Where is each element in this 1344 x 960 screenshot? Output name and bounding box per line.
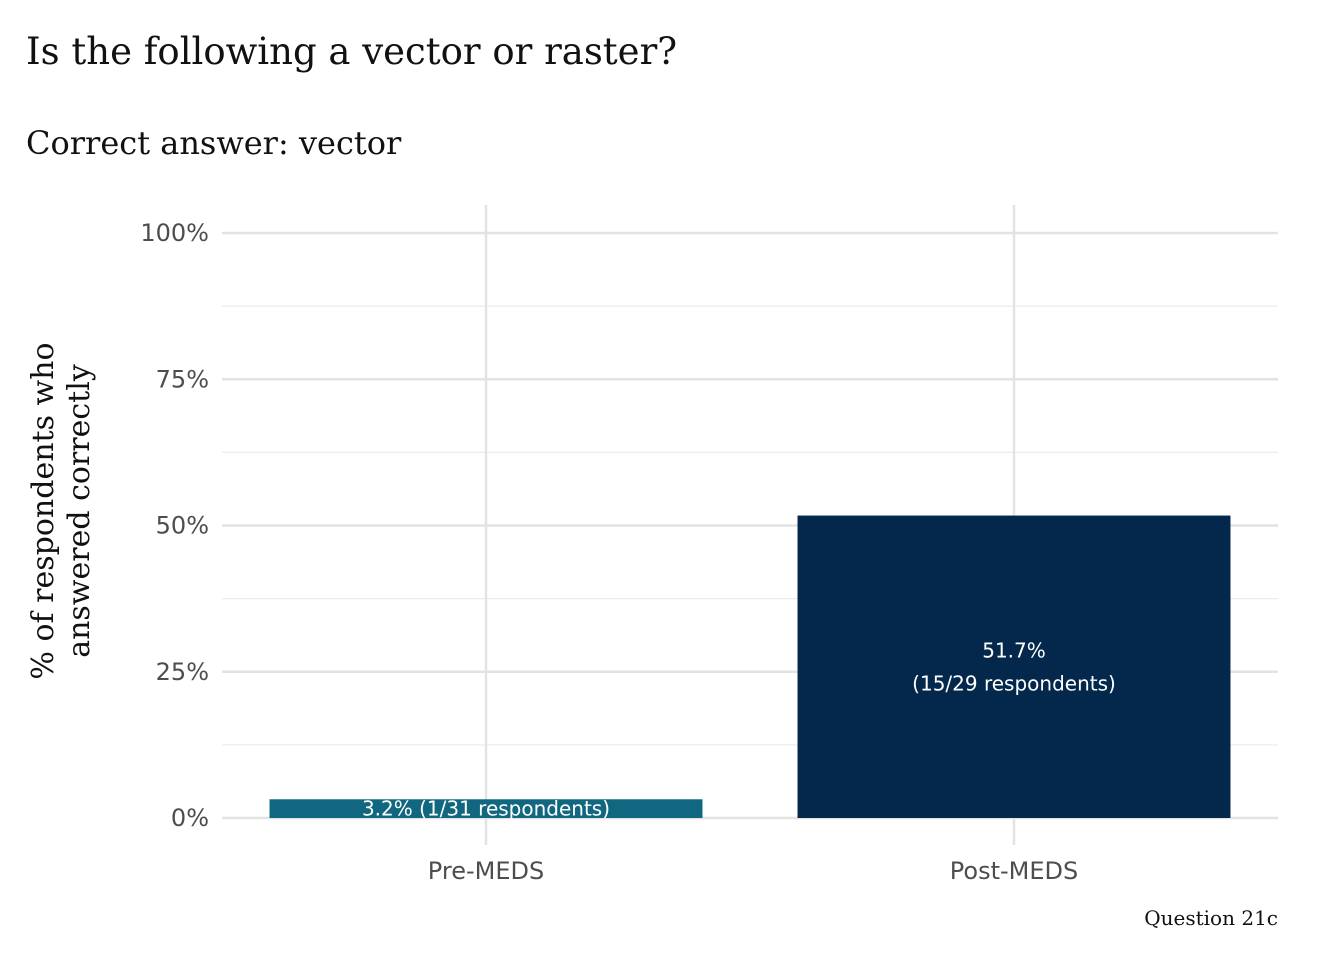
y-tick-label: 75% <box>156 365 209 393</box>
y-tick-label: 0% <box>171 804 209 832</box>
bars <box>269 515 1231 818</box>
bar-pre-meds <box>269 799 703 818</box>
chart-subtitle: Correct answer: vector <box>26 124 402 162</box>
y-tick-label: 100% <box>140 219 209 247</box>
bar-data-label: (15/29 respondents) <box>912 671 1116 695</box>
x-tick-labels: Pre-MEDS Post-MEDS <box>428 857 1078 885</box>
bar-data-label: 3.2% (1/31 respondents) <box>362 797 610 821</box>
bar-post-meds <box>797 515 1231 818</box>
chart-title: Is the following a vector or raster? <box>26 30 678 73</box>
bar-labels: 3.2% (1/31 respondents) 51.7% (15/29 respo… <box>362 638 1116 820</box>
x-tick-label: Post-MEDS <box>950 857 1078 885</box>
x-tick-label: Pre-MEDS <box>428 857 544 885</box>
y-tick-label: 25% <box>156 658 209 686</box>
bar-data-label: 51.7% <box>982 638 1046 662</box>
y-tick-label: 50% <box>156 512 209 540</box>
y-tick-labels: 0% 25% 50% 75% 100% <box>140 219 209 832</box>
chart-caption: Question 21c <box>1144 906 1278 930</box>
